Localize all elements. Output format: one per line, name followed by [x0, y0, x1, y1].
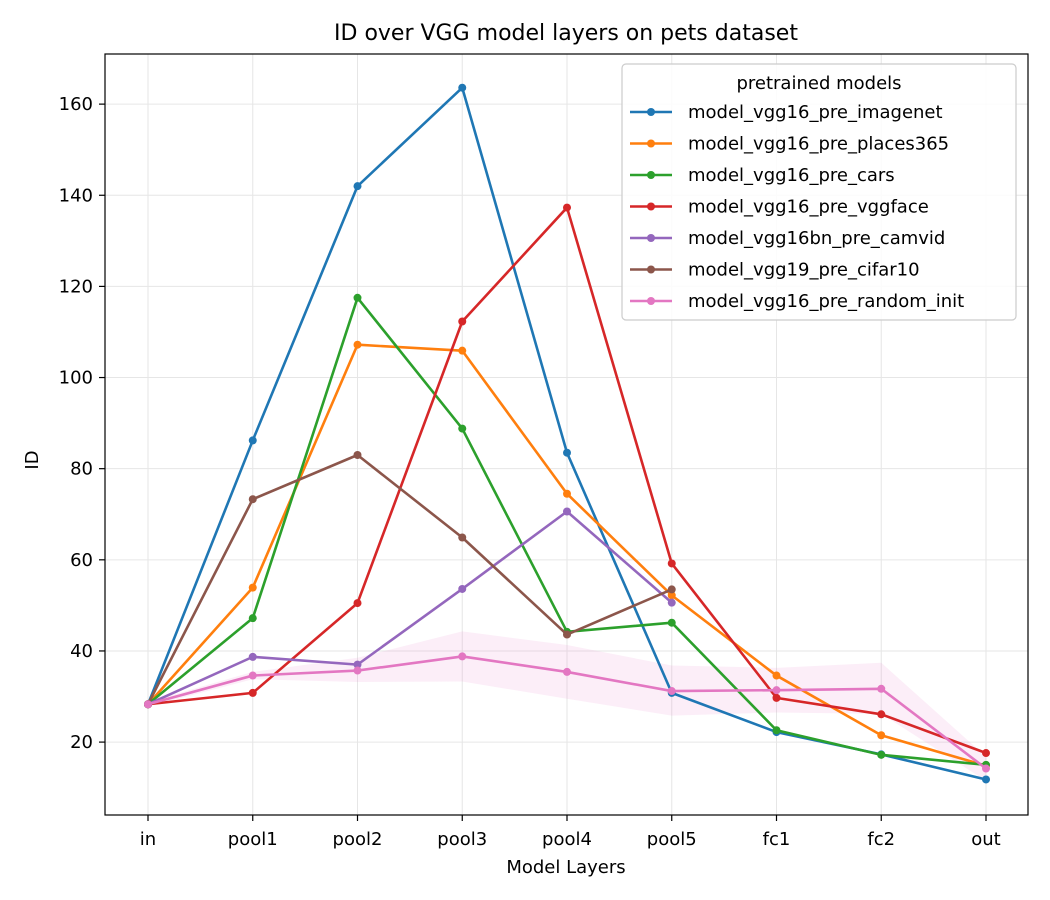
y-tick-label: 140 [59, 185, 93, 206]
data-point [772, 693, 781, 702]
series-line [147, 510, 673, 706]
data-point [353, 599, 362, 608]
data-point [982, 749, 990, 758]
data-point [353, 340, 362, 349]
x-tick-label: fc1 [763, 829, 791, 850]
data-point [772, 726, 781, 735]
data-point [144, 700, 152, 709]
data-point [248, 436, 257, 445]
data-point [667, 598, 676, 607]
x-tick-label: pool5 [647, 829, 697, 850]
legend-label: model_vgg16_pre_places365 [688, 134, 949, 155]
legend-item: model_vgg16_pre_vggface [630, 197, 929, 218]
series-line [146, 453, 673, 705]
legend-label: model_vgg16_pre_vggface [688, 197, 929, 218]
y-tick-label: 80 [70, 459, 93, 480]
legend: pretrained models model_vgg16_pre_imagene… [621, 63, 1017, 321]
series-lines [144, 83, 990, 784]
legend-swatch-marker [647, 171, 655, 179]
legend-swatch-marker [647, 108, 655, 116]
legend-label: model_vgg19_pre_cifar10 [688, 260, 920, 281]
chart-title: ID over VGG model layers on pets dataset [334, 21, 798, 46]
data-point [667, 585, 676, 594]
data-point [458, 317, 467, 326]
data-point [667, 618, 676, 627]
legend-swatch-marker [647, 202, 655, 211]
data-point [563, 507, 571, 516]
data-point [877, 731, 886, 740]
legend-item: model_vgg16bn_pre_camvid [630, 228, 945, 249]
data-point [667, 687, 676, 696]
legend-swatch-marker [647, 234, 655, 242]
x-tick-label: pool2 [333, 829, 383, 850]
legend-item: model_vgg19_pre_cifar10 [630, 260, 920, 281]
data-point [563, 630, 571, 639]
y-axis-title: ID [22, 450, 43, 469]
data-point [563, 448, 571, 457]
legend-label: model_vgg16_pre_imagenet [688, 102, 943, 123]
data-point [458, 652, 467, 661]
x-tick-label: pool1 [228, 829, 278, 850]
data-point [248, 652, 257, 661]
legend-swatch-marker [647, 139, 655, 148]
legend-box [621, 63, 1017, 321]
data-point [248, 495, 257, 504]
data-point [563, 667, 571, 676]
legend-item: model_vgg16_pre_places365 [630, 134, 949, 155]
y-tick-label: 20 [70, 732, 93, 753]
series-group [144, 652, 990, 773]
data-point [877, 750, 886, 759]
legend-label: model_vgg16_pre_cars [688, 165, 895, 186]
y-tick-label: 120 [59, 276, 93, 297]
data-point [877, 710, 886, 719]
x-tick-label: in [140, 829, 156, 850]
data-point [772, 686, 781, 695]
data-point [563, 489, 571, 498]
data-point [458, 424, 467, 433]
data-point [772, 671, 781, 680]
x-tick-label: pool3 [437, 829, 487, 850]
x-tick-label: out [971, 829, 1000, 850]
legend-label: model_vgg16bn_pre_camvid [688, 228, 945, 249]
data-point [877, 684, 886, 693]
x-tick-label: pool4 [542, 829, 592, 850]
data-point [458, 584, 467, 593]
data-point [667, 591, 676, 600]
data-point [248, 614, 257, 623]
legend-item: model_vgg16_pre_imagenet [630, 102, 943, 123]
data-point [667, 559, 676, 568]
data-point [248, 583, 257, 592]
data-point [458, 533, 467, 542]
y-tick-label: 100 [59, 368, 93, 389]
legend-title: pretrained models [736, 73, 901, 94]
data-point [353, 666, 362, 675]
data-point [563, 203, 571, 212]
data-point [458, 83, 467, 92]
legend-swatch-marker [647, 297, 655, 305]
y-tick-label: 60 [70, 550, 93, 571]
data-point [458, 346, 467, 355]
data-point [982, 764, 990, 773]
data-point [982, 775, 990, 784]
y-tick-label: 160 [59, 94, 93, 115]
legend-swatch-marker [647, 265, 655, 274]
data-point [353, 451, 362, 460]
data-point [353, 660, 362, 669]
legend-item: model_vgg16_pre_random_init [630, 291, 964, 312]
x-axis-title: Model Layers [506, 857, 625, 878]
legend-item: model_vgg16_pre_cars [630, 165, 895, 186]
data-point [353, 293, 362, 302]
x-tick-label: fc2 [867, 829, 895, 850]
data-point [353, 182, 362, 191]
axes: in pool1 pool2 pool3 pool4 pool5 fc1 fc2 out 20 40… [59, 53, 1029, 850]
legend-label: model_vgg16_pre_random_init [688, 291, 964, 312]
data-point [248, 688, 257, 697]
y-tick-label: 40 [70, 641, 93, 662]
data-point [248, 671, 257, 680]
